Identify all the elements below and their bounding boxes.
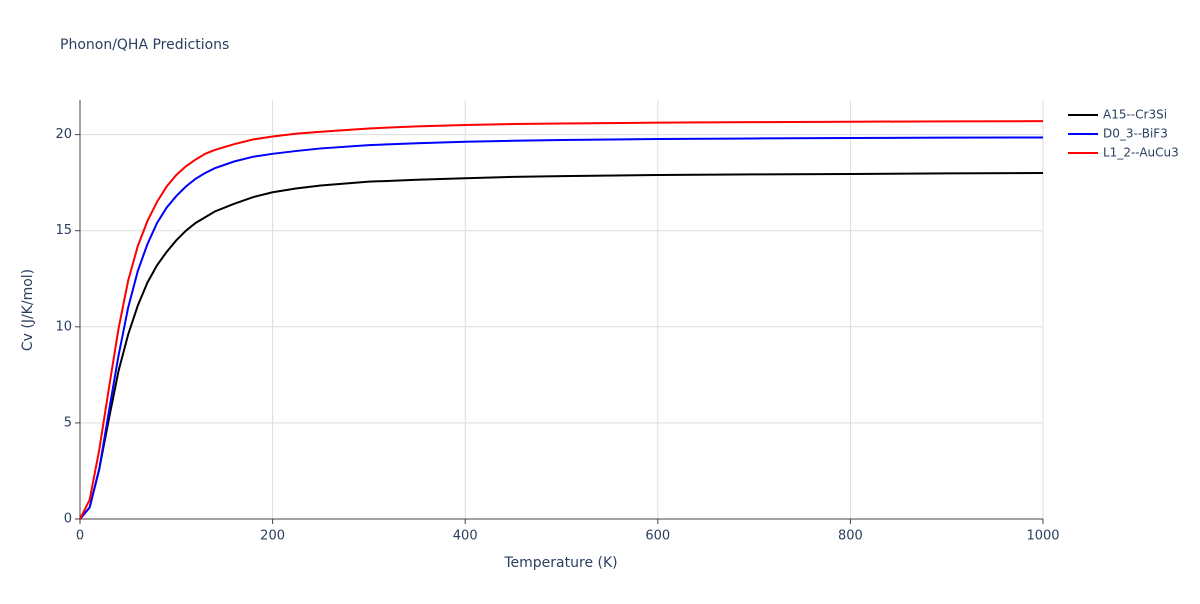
x-tick-label: 600 [645,529,670,544]
chart-title: Phonon/QHA Predictions [60,37,229,53]
legend-label: L1_2--AuCu3 [1103,146,1179,160]
data-line [79,172,1044,520]
y-tick-label: 15 [55,223,72,238]
legend-label: D0_3--BiF3 [1103,127,1168,141]
y-axis-label: Cv (J/K/mol) [20,269,36,351]
data-line [79,120,1044,520]
x-axis-label: Temperature (K) [503,555,617,571]
x-tick-label: 400 [453,529,478,544]
x-tick-label: 200 [260,529,285,544]
y-tick-label: 0 [64,512,72,527]
x-tick-label: 1000 [1026,529,1059,544]
y-tick-label: 5 [64,415,72,430]
x-tick-label: 800 [838,529,863,544]
x-tick-label: 0 [76,529,84,544]
data-line [79,136,1044,520]
y-tick-label: 20 [55,127,72,142]
y-tick-label: 10 [55,319,72,334]
legend-label: A15--Cr3Si [1103,108,1167,122]
